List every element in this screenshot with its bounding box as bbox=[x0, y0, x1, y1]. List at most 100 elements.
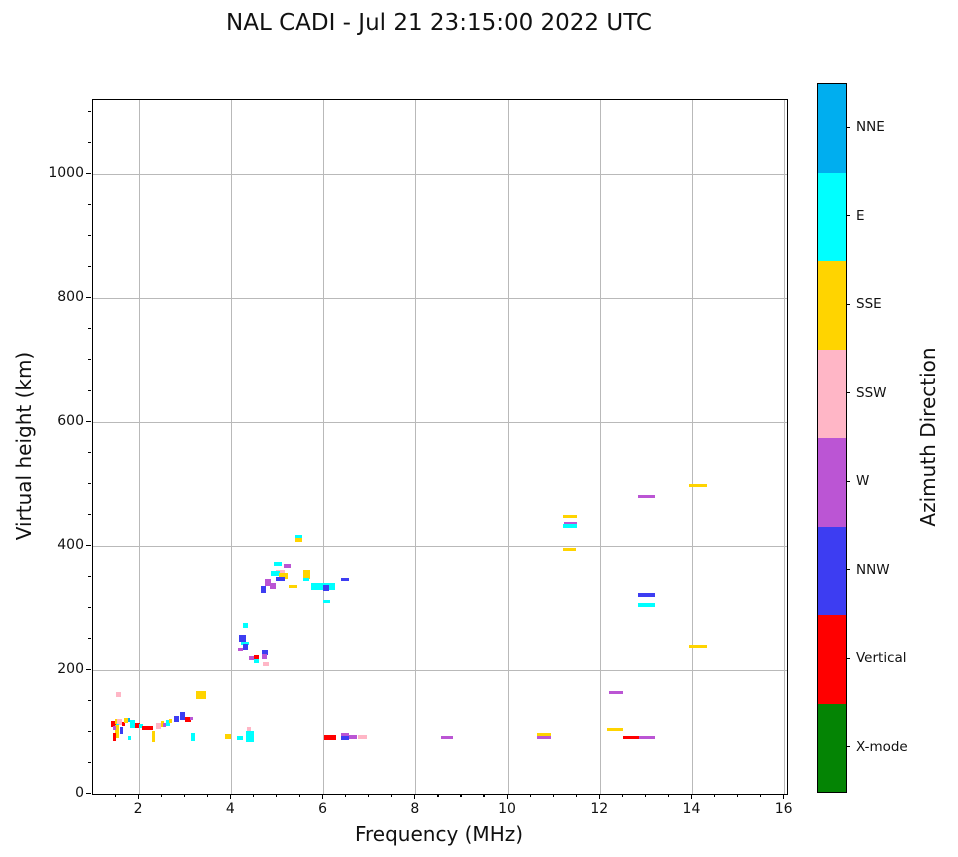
data-point bbox=[240, 641, 249, 646]
data-point bbox=[688, 483, 708, 488]
x-minor-tick bbox=[621, 794, 623, 797]
colorbar-title: Azimuth Direction bbox=[916, 347, 940, 527]
x-minor-tick bbox=[345, 794, 347, 797]
colorbar-section-sse bbox=[818, 261, 846, 350]
data-point bbox=[139, 723, 143, 728]
data-point bbox=[121, 721, 125, 727]
y-grid-line bbox=[93, 297, 787, 299]
y-minor-tick bbox=[88, 637, 91, 639]
data-point bbox=[537, 735, 551, 740]
data-point bbox=[283, 564, 291, 568]
y-tick-label: 600 bbox=[57, 413, 84, 430]
y-minor-tick bbox=[88, 358, 91, 360]
x-minor-tick bbox=[552, 794, 554, 797]
x-grid-line bbox=[507, 100, 509, 794]
data-point bbox=[135, 722, 141, 728]
data-point bbox=[237, 647, 244, 652]
x-tick-label: 2 bbox=[133, 801, 143, 817]
data-point bbox=[276, 570, 286, 574]
y-tick bbox=[86, 420, 91, 422]
colorbar bbox=[817, 83, 847, 793]
colorbar-label: SSW bbox=[856, 384, 887, 401]
y-minor-tick bbox=[88, 513, 91, 515]
data-point bbox=[638, 735, 655, 740]
data-point bbox=[270, 582, 277, 589]
data-point bbox=[295, 538, 303, 542]
y-minor-tick bbox=[88, 327, 91, 329]
x-tick bbox=[322, 794, 324, 799]
colorbar-label: NNW bbox=[856, 561, 890, 578]
data-point bbox=[243, 644, 249, 651]
data-point bbox=[322, 585, 329, 592]
x-minor-tick bbox=[391, 794, 393, 797]
data-point bbox=[142, 725, 154, 730]
x-tick-label: 16 bbox=[774, 801, 793, 817]
data-point bbox=[537, 733, 551, 737]
x-minor-tick bbox=[368, 794, 370, 797]
x-grid-line bbox=[784, 100, 786, 794]
y-tick bbox=[86, 668, 91, 670]
data-point bbox=[348, 735, 358, 739]
colorbar-section-vertical bbox=[818, 615, 846, 704]
colorbar-tick bbox=[846, 569, 850, 571]
data-point bbox=[563, 521, 577, 525]
data-point bbox=[151, 731, 155, 742]
y-tick-label: 200 bbox=[57, 661, 84, 678]
data-point bbox=[441, 735, 454, 740]
data-point bbox=[262, 662, 270, 666]
data-point bbox=[276, 577, 286, 581]
data-point bbox=[324, 735, 336, 740]
data-point bbox=[237, 736, 244, 741]
data-point bbox=[341, 732, 350, 738]
y-minor-tick bbox=[88, 699, 91, 701]
data-point bbox=[163, 723, 167, 728]
y-tick bbox=[86, 544, 91, 546]
data-point bbox=[562, 548, 577, 552]
y-minor-tick bbox=[88, 110, 91, 113]
data-point bbox=[129, 720, 135, 728]
x-tick bbox=[690, 794, 693, 799]
data-point bbox=[253, 655, 259, 659]
x-tick-label: 4 bbox=[225, 801, 235, 817]
x-grid-line bbox=[691, 100, 693, 794]
x-tick bbox=[414, 794, 416, 799]
y-minor-tick bbox=[88, 389, 91, 391]
data-point bbox=[119, 727, 124, 735]
colorbar-label: X-mode bbox=[856, 738, 908, 755]
x-axis-label: Frequency (MHz) bbox=[354, 822, 524, 846]
colorbar-tick bbox=[846, 215, 850, 217]
colorbar-section-nne bbox=[818, 84, 846, 173]
y-minor-tick bbox=[88, 203, 91, 206]
x-tick bbox=[137, 794, 139, 799]
data-point bbox=[262, 650, 268, 656]
x-minor-tick bbox=[183, 794, 185, 797]
y-minor-tick bbox=[88, 730, 91, 732]
data-point bbox=[638, 603, 655, 607]
data-point bbox=[127, 736, 132, 741]
data-point bbox=[278, 573, 289, 579]
y-tick-label: 400 bbox=[57, 537, 84, 554]
colorbar-tick bbox=[846, 126, 850, 128]
data-point bbox=[246, 731, 255, 742]
data-point bbox=[169, 718, 173, 724]
y-axis-label: Virtual height (km) bbox=[12, 351, 36, 541]
colorbar-label: NNE bbox=[856, 119, 885, 136]
x-tick-label: 8 bbox=[410, 801, 420, 817]
y-minor-tick bbox=[88, 451, 91, 453]
colorbar-label: E bbox=[856, 207, 865, 224]
y-minor-tick bbox=[88, 761, 91, 763]
data-point bbox=[608, 691, 624, 695]
data-point bbox=[189, 716, 193, 721]
data-point bbox=[253, 658, 259, 663]
y-minor-tick bbox=[88, 234, 91, 236]
data-point bbox=[295, 534, 303, 539]
data-point bbox=[180, 712, 186, 720]
data-point bbox=[115, 725, 119, 738]
x-grid-line bbox=[138, 100, 140, 794]
x-grid-line bbox=[230, 100, 232, 794]
data-point bbox=[116, 692, 121, 698]
data-point bbox=[238, 635, 246, 642]
y-tick-label: 800 bbox=[57, 289, 84, 306]
data-point bbox=[190, 732, 196, 741]
